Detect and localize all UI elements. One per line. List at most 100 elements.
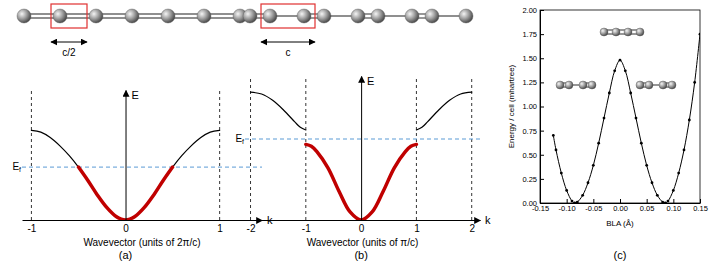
data-point [619,59,622,62]
tick-label: 0.15 [693,204,708,213]
data-point [667,200,670,203]
atom [565,81,573,89]
plot-area [22,90,262,220]
data-point [688,119,691,122]
tick-mark [593,199,594,203]
y-axis-title: Energy / cell (mhartree) [507,64,516,148]
data-point [677,172,680,175]
tick: 0.25 [522,175,544,184]
x-axis: -0.15-0.10-0.050.000.050.100.15 [532,199,708,213]
atom [659,81,667,89]
figure: c/2-101kEEfWavevector (units of 2π/c)(a)… [0,0,711,263]
tick: 0.15 [693,199,708,213]
tick-label: 0.00 [613,204,628,213]
data-point [635,117,638,120]
tick: -0.05 [585,199,602,213]
tick-mark [620,199,621,203]
tick: 1.00 [522,102,544,111]
tick: -1 [27,220,36,234]
tick-mark [540,34,544,35]
atom [556,81,564,89]
atom [588,81,596,89]
atom [600,28,608,36]
data-point [672,189,675,192]
x-axis-line [23,220,263,221]
data-line [251,92,306,130]
data-point [629,92,632,95]
unit-cell-box [261,4,315,28]
tick-mark [540,155,544,156]
zone-boundary [416,76,417,220]
fermi-level [22,167,262,168]
zone-boundary [31,90,32,220]
tick-mark [540,82,544,83]
zone-boundary [305,76,306,220]
tick-mark [540,131,544,132]
tick: 0.00 [613,199,628,213]
atom [53,9,67,23]
tick-mark [540,107,544,108]
data-point [552,134,555,137]
panel: c/2-101kEEfWavevector (units of 2π/c)(a) [12,4,273,261]
x-axis-line [246,220,481,221]
data-line [553,34,700,203]
data-point [699,33,700,36]
tick: -0.10 [559,199,576,213]
fermi-level [245,139,480,140]
data-point [683,149,686,152]
data-point [608,92,611,95]
tick-label: 1 [217,223,223,234]
tick-label: 1.00 [522,102,537,111]
atom [579,81,587,89]
panel-label: (b) [354,249,367,261]
data-point [656,194,659,197]
tick-label: 2.00 [522,6,537,15]
data-point [661,201,664,203]
atom [89,9,103,23]
atom [636,81,644,89]
fermi-label: Ef [235,133,244,145]
tick-label: -0.10 [559,204,576,213]
x-axis: -1 0 1 [23,220,263,234]
atom [612,28,620,36]
atom-chain [636,81,676,89]
lattice-arrow [261,42,315,43]
tick: 0.50 [522,151,544,160]
tick: 0 [359,220,365,234]
data-point [581,194,584,197]
y-symbol: E [132,89,139,101]
tick-mark [673,199,674,203]
tick-label: -1 [302,223,311,234]
tick: 0.05 [640,199,655,213]
plot-area [552,33,700,203]
panel: c-2-1012kEEfWavevector (units of π/c)(b) [235,4,491,261]
atom [351,9,365,23]
tick-mark [540,203,544,204]
atom [197,9,211,23]
fermi-label: Ef [12,161,21,173]
atom [624,28,632,36]
data-point [624,69,627,72]
tick-label: 0.50 [522,151,537,160]
tick-mark [700,199,701,203]
tick: 0.10 [667,199,682,213]
tick-mark [567,199,568,203]
data-point [592,164,595,167]
x-axis-title: Wavevector (units of 2π/c) [83,237,200,248]
tick-label: 0.05 [640,204,655,213]
y-axis [361,77,362,221]
x-axis: -2-1012 [246,220,481,234]
panel: -0.15-0.10-0.050.000.050.100.150.000.250… [507,6,708,261]
tick: 0.75 [522,127,544,136]
atom [243,9,257,23]
data-point [664,202,667,203]
atom [125,9,139,23]
y-axis-line [361,77,362,221]
tick: 1.75 [522,30,544,39]
tick-mark [647,199,648,203]
atom [371,9,385,23]
atom [425,9,439,23]
tick: 0 [123,220,129,234]
data-point [573,202,576,203]
y-symbol: E [367,75,374,87]
